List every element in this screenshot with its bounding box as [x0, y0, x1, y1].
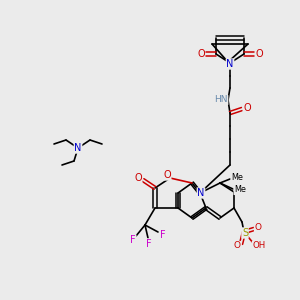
Text: F: F [160, 230, 166, 240]
Text: O: O [243, 103, 251, 113]
Text: F: F [146, 239, 152, 249]
Text: F: F [130, 235, 136, 245]
Text: O: O [163, 170, 171, 180]
Text: O: O [255, 49, 263, 59]
Text: O: O [233, 242, 241, 250]
Text: Me: Me [234, 185, 246, 194]
Text: O: O [197, 49, 205, 59]
Text: N: N [197, 188, 205, 198]
Text: Me: Me [231, 173, 243, 182]
Text: OH: OH [252, 242, 266, 250]
Text: O: O [134, 173, 142, 183]
Text: S: S [242, 228, 248, 238]
Text: O: O [254, 224, 262, 232]
Text: HN: HN [214, 95, 228, 104]
Text: N: N [74, 143, 82, 153]
Text: N: N [226, 59, 234, 69]
